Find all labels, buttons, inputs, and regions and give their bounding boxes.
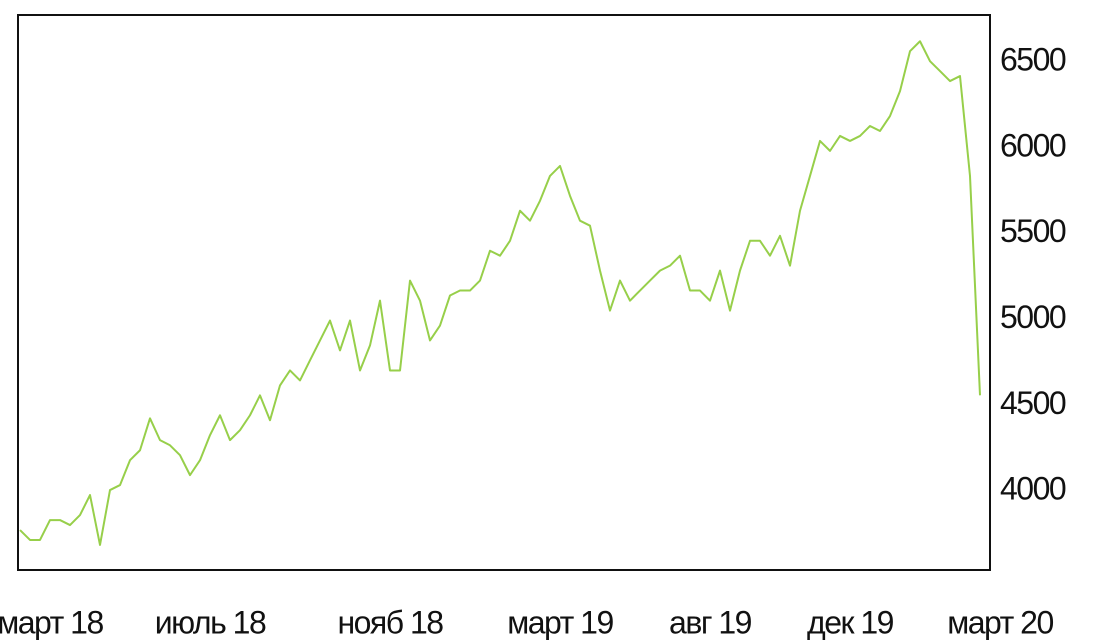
y-tick-label: 6500 [1000, 42, 1066, 78]
line-series [19, 40, 981, 546]
x-tick-label: авг 19 [669, 604, 752, 640]
plot-frame [17, 14, 991, 571]
y-tick-label: 4500 [1000, 385, 1066, 421]
x-tick-label: нояб 18 [337, 604, 443, 640]
x-tick-label: июль 18 [155, 604, 266, 640]
x-tick-label: март 20 [947, 604, 1053, 640]
x-tick-label: март 18 [0, 604, 103, 640]
y-tick-label: 5500 [1000, 213, 1066, 249]
y-tick-label: 6000 [1000, 127, 1066, 163]
x-tick-label: дек 19 [807, 604, 894, 640]
y-tick-label: 5000 [1000, 299, 1066, 335]
x-tick-label: март 19 [507, 604, 613, 640]
y-tick-label: 4000 [1000, 471, 1066, 507]
